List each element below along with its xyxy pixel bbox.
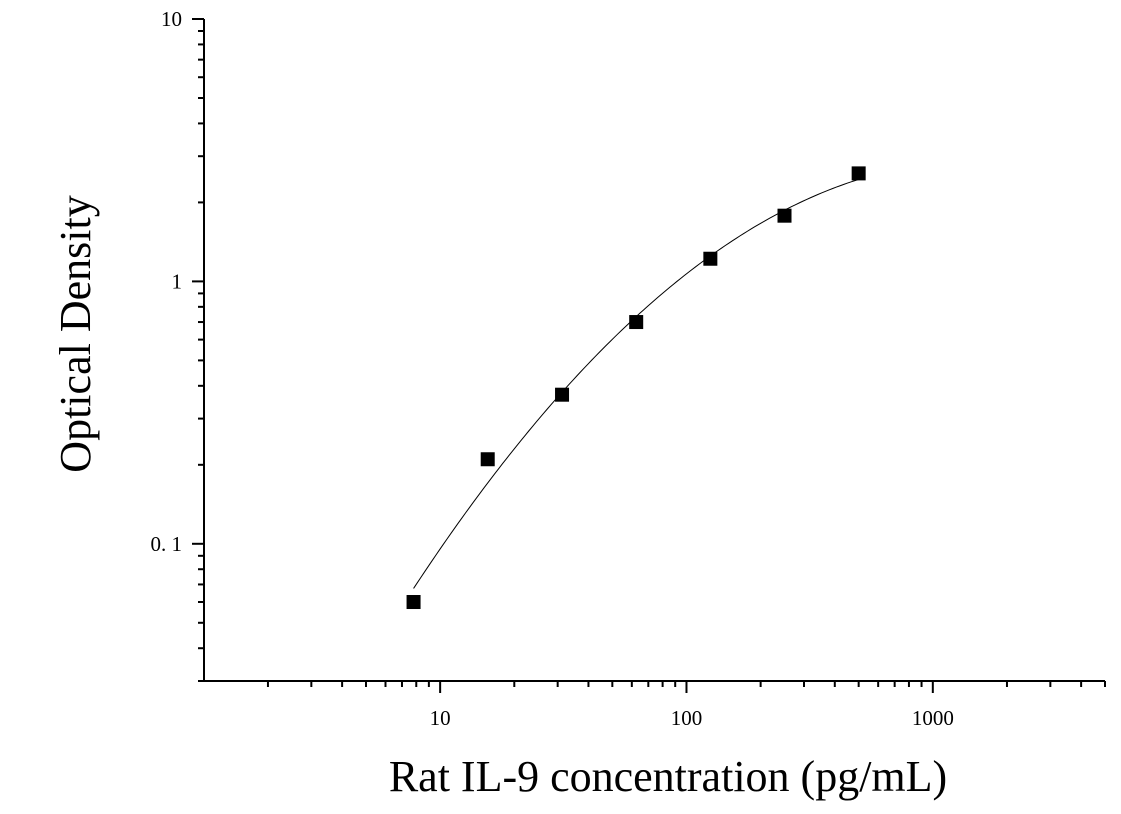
data-point-marker [777,208,792,223]
x-tick-label: 1000 [912,706,954,730]
x-tick-label: 100 [671,706,703,730]
data-point-marker [480,452,495,467]
data-points [406,166,866,610]
y-axis-title: Optical Density [51,195,100,472]
fit-curve [413,178,859,589]
data-point-marker [703,251,718,266]
x-tick-label: 10 [430,706,451,730]
y-tick-label: 0. 1 [151,532,183,556]
axes [192,18,1106,693]
data-point-marker [555,387,570,402]
tick-labels: 10 100 1000 0. 1 1 10 [151,7,954,730]
data-point-marker [629,315,644,330]
y-tick-label: 10 [161,7,182,31]
y-tick-label: 1 [172,269,183,293]
data-point-marker [406,595,421,610]
x-axis-title: Rat IL-9 concentration (pg/mL) [389,752,947,801]
data-point-marker [851,166,866,181]
